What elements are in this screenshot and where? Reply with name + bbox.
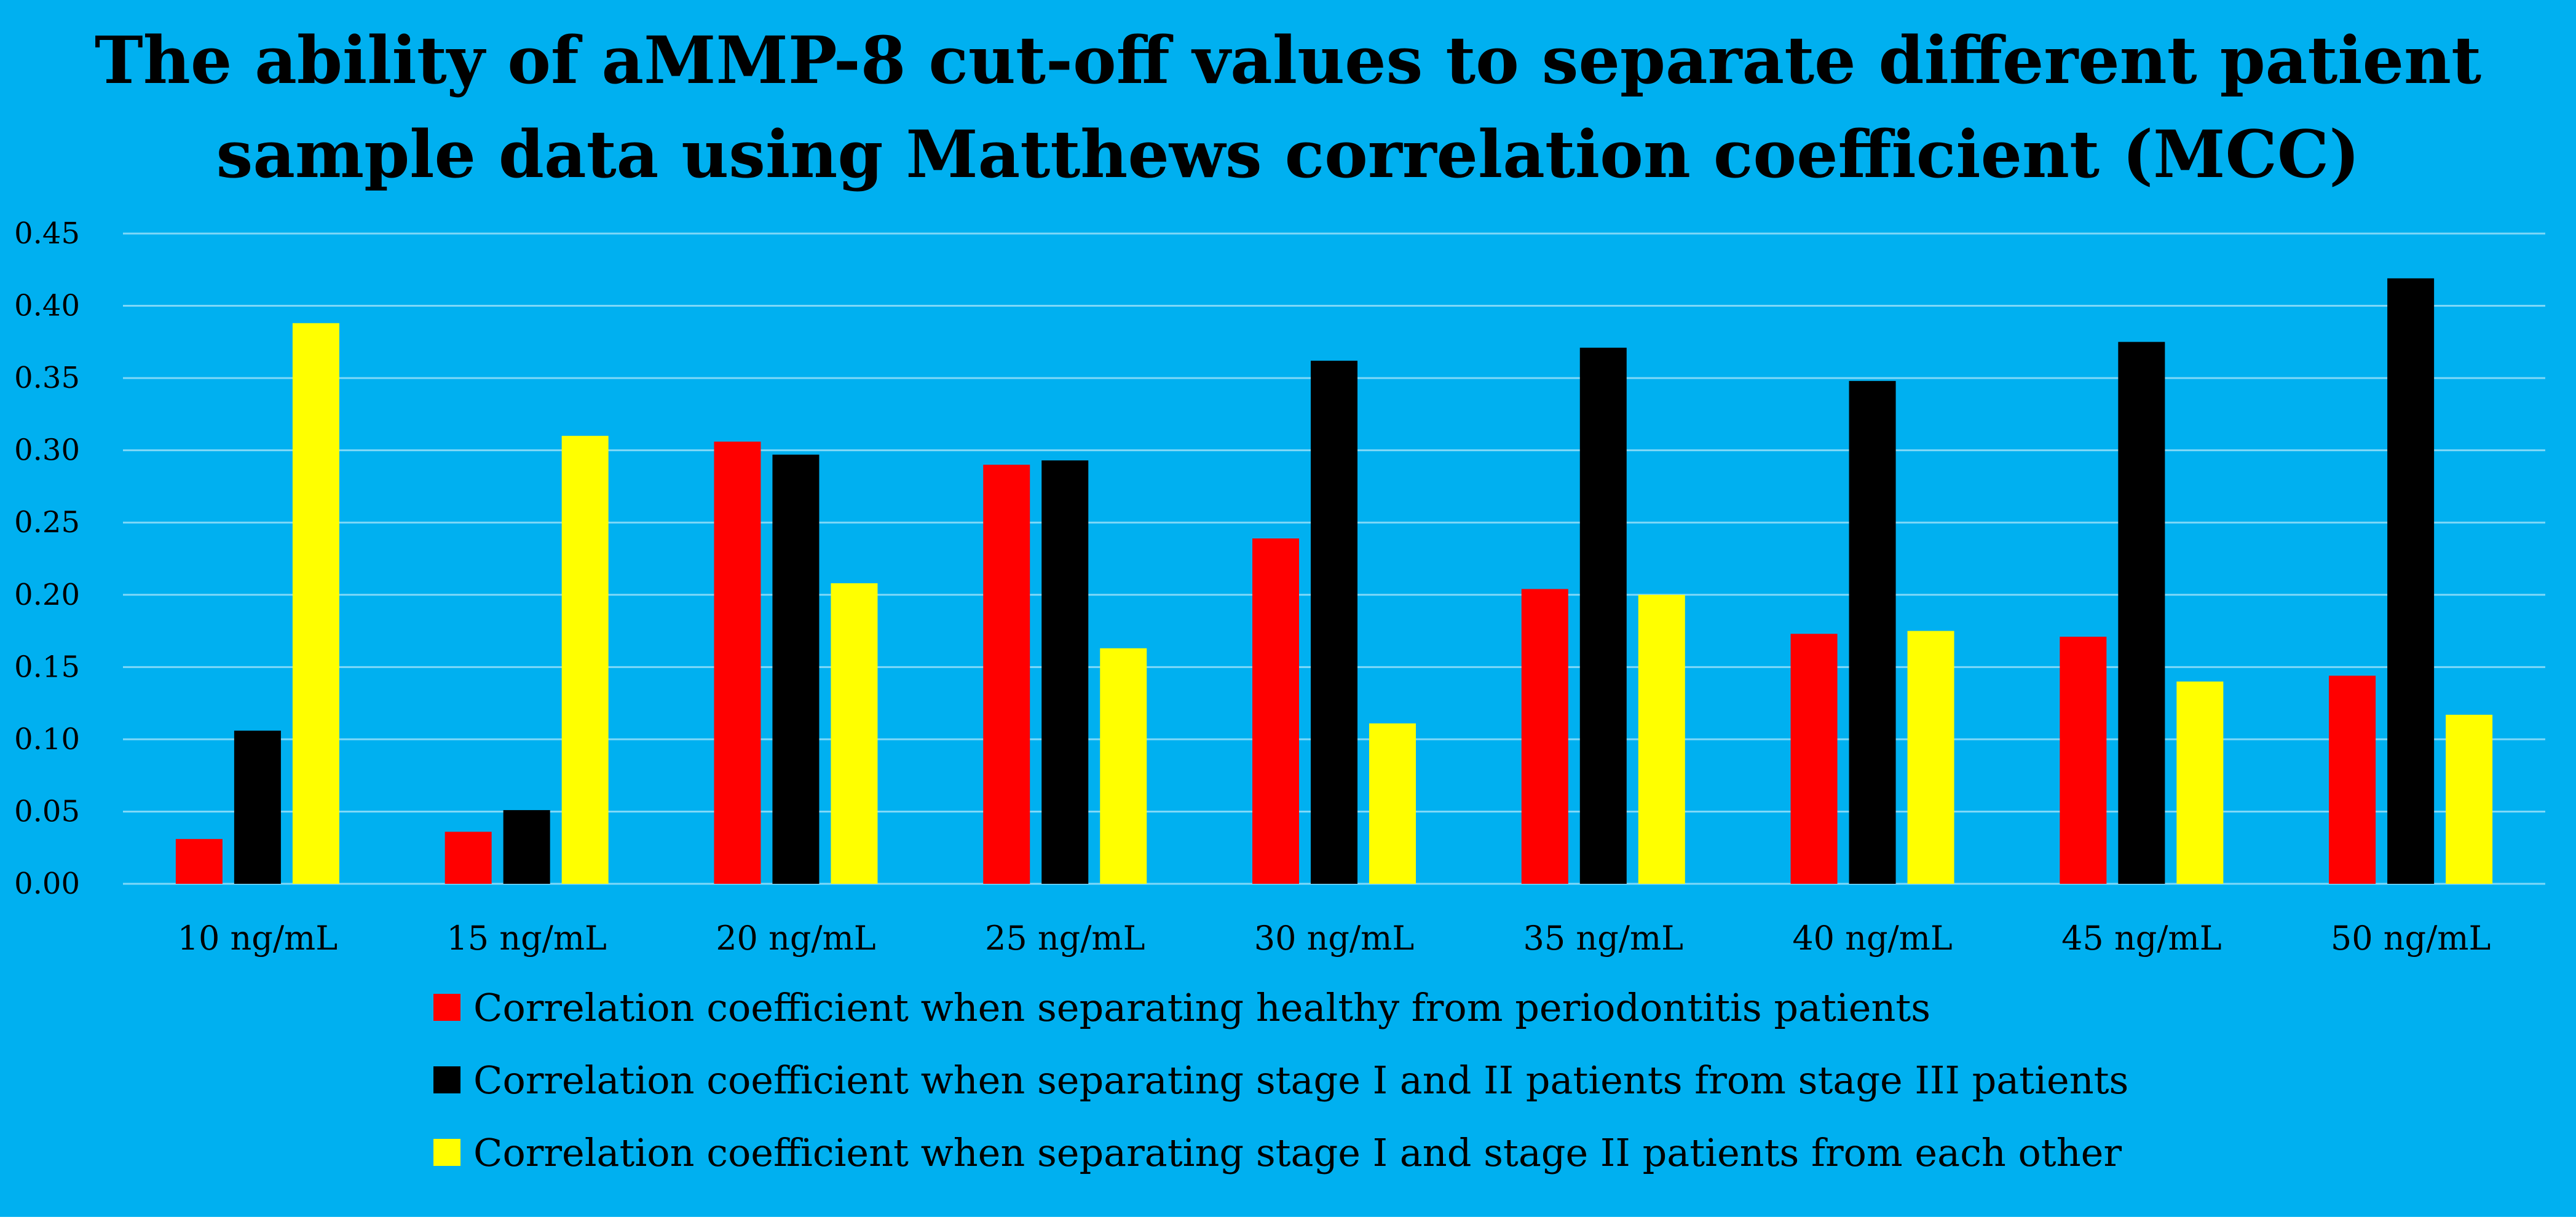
bar-series-3-15-ng-ml — [561, 436, 609, 884]
bars — [175, 278, 2493, 884]
bar-series-2-45-ng-ml — [2118, 342, 2165, 884]
chart-title-line-2: sample data using Matthews correlation c… — [216, 116, 2360, 192]
legend-entry: Correlation coefficient when separating … — [433, 1130, 2122, 1175]
y-tick-label: 0.30 — [14, 433, 80, 468]
y-tick-label: 0.15 — [14, 650, 80, 684]
y-tick-label: 0.05 — [14, 794, 80, 828]
x-tick-label: 40 ng/mL — [1792, 919, 1952, 958]
bar-series-2-25-ng-ml — [1041, 460, 1089, 884]
bar-series-1-25-ng-ml — [983, 465, 1030, 884]
bar-series-2-30-ng-ml — [1311, 360, 1357, 884]
legend-swatch — [433, 1066, 460, 1093]
bar-series-1-35-ng-ml — [1521, 589, 1568, 884]
x-tick-label: 45 ng/mL — [2061, 919, 2221, 958]
y-tick-label: 0.00 — [14, 867, 80, 901]
y-tick-label: 0.40 — [14, 289, 80, 323]
legend-swatch — [433, 994, 460, 1021]
x-tick-label: 35 ng/mL — [1523, 919, 1683, 958]
y-tick-label: 0.20 — [14, 578, 80, 612]
legend-swatch — [433, 1139, 460, 1166]
legend-entry: Correlation coefficient when separating … — [433, 1058, 2128, 1103]
y-tick-label: 0.45 — [14, 216, 80, 251]
bar-series-3-40-ng-ml — [1907, 631, 1954, 884]
x-axis-tick-labels: 10 ng/mL 15 ng/mL 20 ng/mL 25 ng/mL 30 ng/mL… — [178, 919, 2491, 958]
bar-series-1-40-ng-ml — [1790, 634, 1838, 884]
legend-entry: Correlation coefficient when separating … — [433, 985, 1930, 1030]
bar-series-2-20-ng-ml — [772, 454, 820, 884]
bar-series-3-20-ng-ml — [831, 583, 878, 884]
bar-series-1-50-ng-ml — [2329, 675, 2376, 884]
chart-title-line-1: The ability of aMMP-8 cut-off values to … — [95, 22, 2481, 98]
y-tick-label: 0.10 — [14, 722, 80, 757]
bar-series-3-30-ng-ml — [1369, 723, 1416, 884]
legend-label: Correlation coefficient when separating … — [473, 1130, 2122, 1175]
bar-series-2-40-ng-ml — [1849, 380, 1896, 884]
y-axis-tick-labels: 0.00 0.05 0.10 0.15 0.20 0.25 0.30 0.35 0.40 0.45 — [14, 216, 80, 901]
bar-series-1-15-ng-ml — [444, 832, 492, 884]
x-tick-label: 50 ng/mL — [2331, 919, 2491, 958]
legend: Correlation coefficient when separating … — [433, 985, 2128, 1175]
x-tick-label: 15 ng/mL — [446, 919, 606, 958]
bar-series-1-45-ng-ml — [2060, 636, 2107, 884]
x-tick-label: 10 ng/mL — [178, 919, 338, 958]
bar-series-2-50-ng-ml — [2387, 278, 2435, 884]
bar-series-1-10-ng-ml — [175, 839, 223, 884]
legend-label: Correlation coefficient when separating … — [473, 1058, 2128, 1103]
bar-series-3-10-ng-ml — [292, 323, 339, 884]
bar-series-2-10-ng-ml — [234, 730, 281, 884]
legend-label: Correlation coefficient when separating … — [473, 985, 1930, 1030]
x-tick-label: 20 ng/mL — [716, 919, 875, 958]
bar-series-3-25-ng-ml — [1100, 648, 1147, 884]
bar-series-1-20-ng-ml — [714, 441, 761, 884]
bar-series-3-45-ng-ml — [2176, 681, 2224, 884]
bar-series-1-30-ng-ml — [1252, 538, 1299, 884]
bar-series-2-35-ng-ml — [1579, 347, 1627, 884]
bar-series-2-15-ng-ml — [503, 810, 550, 884]
y-tick-label: 0.25 — [14, 505, 80, 540]
x-tick-label: 25 ng/mL — [985, 919, 1145, 958]
y-tick-label: 0.35 — [14, 361, 80, 395]
bar-series-3-35-ng-ml — [1638, 594, 1685, 884]
bar-series-3-50-ng-ml — [2446, 714, 2493, 884]
x-tick-label: 30 ng/mL — [1254, 919, 1414, 958]
